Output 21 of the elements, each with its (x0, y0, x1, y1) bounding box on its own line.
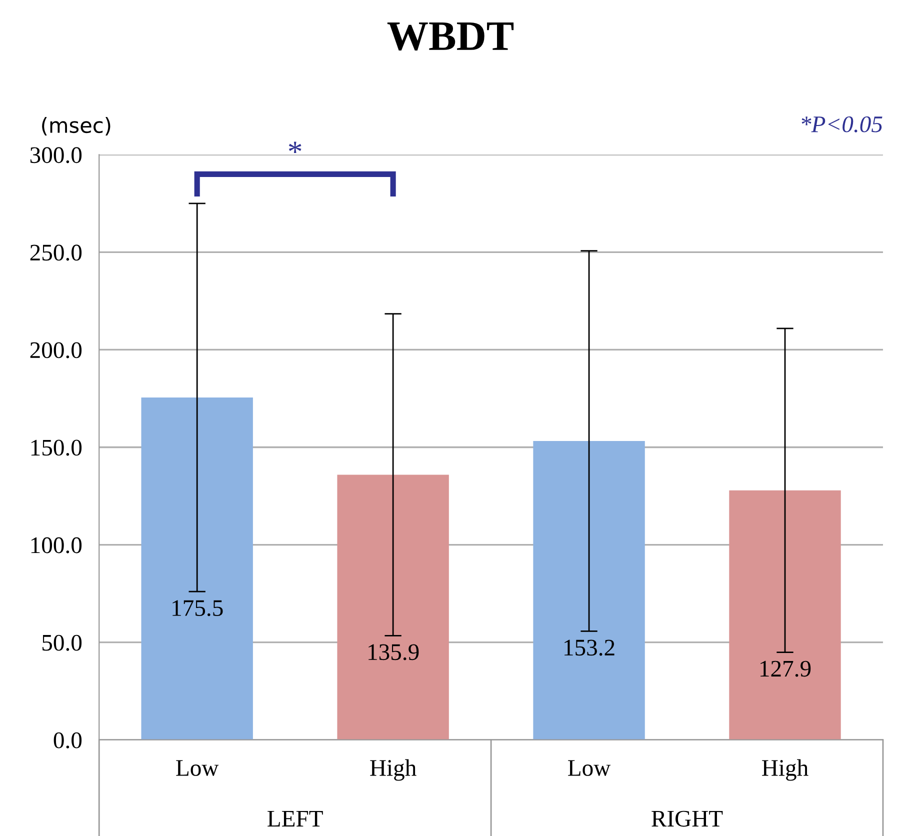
text: *P<0.05 (802, 116, 882, 132)
chart-title: WBDT (387, 22, 514, 50)
text: RIGHT (652, 810, 723, 827)
y-axis-title: (msec) (42, 116, 110, 136)
data-label: 175.5 (172, 600, 223, 616)
data-label: 135.9 (368, 644, 419, 660)
y-tick-label: 250.0 (30, 244, 82, 261)
x-tick-label: Low (176, 760, 219, 776)
x-tick-label: Low (568, 760, 611, 776)
text: LEFT (268, 811, 323, 826)
data-label: 153.2 (564, 640, 614, 656)
y-tick-label: 0.0 (54, 732, 82, 748)
x-tick-label: High (370, 759, 416, 781)
y-tick-label: 50.0 (42, 634, 82, 651)
data-label: 127.9 (760, 660, 811, 677)
y-tick-label: 100.0 (31, 537, 82, 554)
text: * (288, 142, 302, 154)
y-tick-label: 150.0 (31, 440, 82, 456)
y-tick-label: 300.0 (30, 147, 82, 164)
y-tick-label: 200.0 (30, 342, 82, 358)
x-tick-label: High (762, 759, 808, 781)
